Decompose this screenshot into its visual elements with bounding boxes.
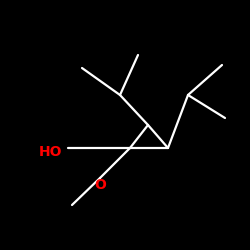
Text: HO: HO	[38, 145, 62, 159]
Text: O: O	[94, 178, 106, 192]
